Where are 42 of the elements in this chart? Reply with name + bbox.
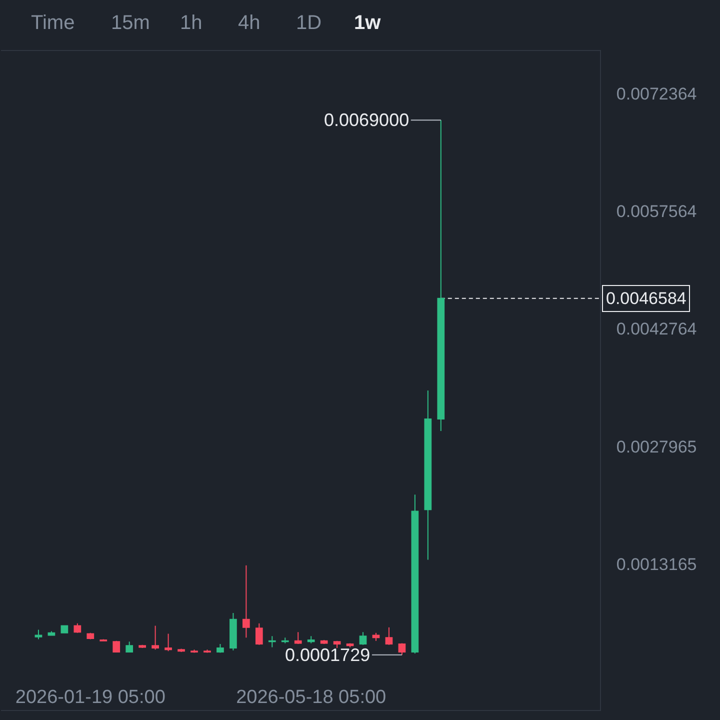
text: 4h [238,12,260,34]
candlestick [126,641,134,652]
candlestick [74,622,82,634]
candlestick [268,636,276,648]
candlestick [294,632,302,645]
text: Time [31,12,75,34]
ref-line-label: 0.0046584 [606,289,686,308]
candlestick [424,390,432,560]
candlestick [359,632,367,646]
candlestick [307,636,315,644]
x-tick-label: 2026-01-19 05:00 [15,687,166,708]
annotation: 0.0069000 [324,110,410,130]
candlestick [60,625,68,634]
candlestick [333,640,341,648]
candlestick [255,622,263,646]
candlestick [164,633,172,652]
y-tick-label: 0.0027965 [616,437,697,456]
candlestick [216,644,224,654]
y-tick-label: 0.0013165 [616,554,697,574]
candlestick [411,494,419,654]
candlestick [152,625,159,650]
candlestick [86,632,94,640]
annotation: 0.0001729 [285,645,370,665]
y-tick-label: 0.0042764 [616,320,697,339]
x-tick-label: 2026-05-18 05:00 [236,687,386,708]
candlestick [48,630,56,636]
candlestick [230,612,237,651]
text: 15m [111,12,150,34]
text: 1w [354,12,382,34]
candlestick [398,642,406,656]
candlestick [385,626,393,646]
candlestick [190,649,198,654]
candlestick [437,120,445,432]
candlestick [112,640,120,652]
candlestick [204,649,211,654]
y-tick-label: 0.0072364 [616,84,697,104]
candlestick [242,564,250,638]
text: 1h [180,12,202,34]
text: 1D [296,12,322,34]
y-tick-label: 0.0057564 [616,202,697,222]
candlestick [34,629,42,640]
candlestick [100,638,108,642]
